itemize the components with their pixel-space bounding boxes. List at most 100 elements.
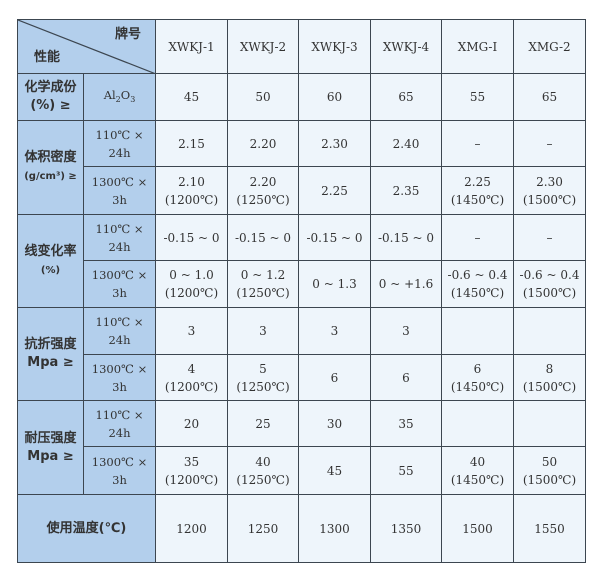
cell: 0 ~ 1.0 (1200℃): [155, 260, 228, 308]
cell: 45: [298, 446, 371, 495]
compressive-condition: 110℃ × 24h: [83, 400, 156, 447]
cell: 4 (1200℃): [155, 354, 228, 401]
cell: 2.40: [370, 120, 442, 167]
grade-column-header: XMG-2: [513, 19, 586, 74]
linear-condition: 110℃ × 24h: [83, 214, 156, 261]
cell: 20: [155, 400, 228, 447]
cell: 50 (1500℃): [513, 446, 586, 495]
cell: 45: [155, 73, 228, 121]
cell: -0.15 ~ 0: [298, 214, 371, 261]
grade-header: 牌号: [114, 27, 141, 42]
usetemp-label: 使用温度(℃): [17, 494, 156, 563]
cell: 1300: [298, 494, 371, 563]
cell: 40 (1450℃): [441, 446, 514, 495]
cell: 3: [155, 307, 228, 355]
linear-label: 线变化率 (%): [17, 214, 84, 308]
cell: [441, 307, 514, 355]
properties-table: 牌号 性能 XWKJ-1 XWKJ-2 XWKJ-3 XWKJ-4 XMG-Ⅰ …: [17, 19, 586, 563]
cell: [441, 400, 514, 447]
cell: 1250: [227, 494, 299, 563]
density-label: 体积密度 (g/cm³) ≥: [17, 120, 84, 215]
cell: 35: [370, 400, 442, 447]
cell: 55: [370, 446, 442, 495]
temp-note: (1500℃): [522, 472, 577, 487]
temp-note: (1450℃): [450, 472, 505, 487]
temp-note: (1200℃): [164, 379, 219, 394]
temp-note: (1250℃): [236, 192, 290, 207]
table-row: 使用温度(℃) 1200 1250 1300 1350 1500 1550: [17, 494, 586, 563]
grade-column-header: XWKJ-2: [227, 19, 299, 74]
cell: [513, 400, 586, 447]
cell: 3: [298, 307, 371, 355]
temp-note: (1200℃): [164, 472, 219, 487]
table-row: 1300℃ × 3h 35 (1200℃) 40 (1250℃) 45 55 40 (1450℃…: [18, 446, 586, 495]
cell: 6: [298, 354, 371, 401]
cell: –: [513, 120, 586, 167]
cell: 35 (1200℃): [155, 446, 228, 495]
cell: 2.35: [370, 166, 442, 215]
cell: 2.15: [155, 120, 228, 167]
cell: 25: [227, 400, 299, 447]
temp-note: (1450℃): [450, 379, 505, 394]
cell: 1350: [370, 494, 442, 563]
density-condition: 1300℃ × 3h: [83, 166, 156, 215]
temp-note: (1450℃): [450, 286, 505, 300]
cell: 2.25: [298, 166, 371, 215]
cell: 8 (1500℃): [513, 354, 586, 401]
cell: 3: [227, 307, 299, 355]
chem-label: 化学成份 (%) ≥: [17, 73, 84, 121]
grade-column-header: XMG-Ⅰ: [441, 19, 514, 74]
compressive-condition: 1300℃ × 3h: [83, 446, 156, 495]
cell: 65: [370, 73, 442, 121]
cell: -0.15 ~ 0: [370, 214, 442, 261]
cell: –: [441, 214, 514, 261]
cell: 65: [513, 73, 586, 121]
cell: 2.30 (1500℃): [513, 166, 586, 215]
flexural-condition: 1300℃ × 3h: [83, 354, 156, 401]
cell: 2.10 (1200℃): [155, 166, 228, 215]
temp-note: (1500℃): [522, 379, 577, 394]
cell: 55: [441, 73, 514, 121]
flexural-condition: 110℃ × 24h: [83, 307, 156, 355]
temp-note: (1450℃): [450, 192, 505, 207]
cell: 2.20: [227, 120, 299, 167]
cell: –: [441, 120, 514, 167]
table-row: 线变化率 (%) 110℃ × 24h -0.15 ~ 0 -0.15 ~ 0 -0.15…: [17, 214, 586, 308]
temp-note: (1250℃): [236, 472, 290, 487]
grade-column-header: XWKJ-3: [298, 19, 371, 74]
linear-condition: 1300℃ × 3h: [83, 260, 156, 308]
cell: -0.6 ~ 0.4 (1450℃): [441, 260, 514, 308]
density-condition: 110℃ × 24h: [83, 120, 156, 167]
table-row: 1300℃ × 3h 4 (1200℃) 5 (1250℃) 6 6 6 (1450℃) 8 (15…: [18, 354, 586, 401]
cell: 2.20 (1250℃): [227, 166, 299, 215]
cell: 50: [227, 73, 299, 121]
grade-column-header: XWKJ-4: [370, 19, 442, 74]
table-row: 1300℃ × 3h 0 ~ 1.0 (1200℃) 0 ~ 1.2 (1250℃) 0 …: [18, 260, 586, 308]
table-row: 体积密度 (g/cm³) ≥110℃ × 24h 2.15 2.20 2.30 2.40–…: [17, 120, 586, 215]
cell: 60: [298, 73, 371, 121]
temp-note: (1500℃): [522, 192, 577, 207]
cell: 2.25 (1450℃): [441, 166, 514, 215]
cell: 1550: [513, 494, 586, 563]
cell: 6: [370, 354, 442, 401]
cell: -0.15 ~ 0: [155, 214, 228, 261]
cell: 0 ~ 1.2 (1250℃): [227, 260, 299, 308]
cell: -0.15 ~ 0: [227, 214, 299, 261]
grade-column-header: XWKJ-1: [155, 19, 228, 74]
cell: -0.6 ~ 0.4 (1500℃): [513, 260, 586, 308]
temp-note: (1250℃): [236, 379, 290, 394]
table-row: 化学成份 (%) ≥ Al2O3 45 50 60 65 55 65: [17, 73, 586, 121]
temp-note: (1250℃): [236, 286, 290, 300]
cell: 1200: [155, 494, 228, 563]
table-row: 1300℃ × 3h 2.10 (1200℃) 2.20 (1250℃) 2.25 2.35…: [18, 166, 586, 215]
table-row: 耐压强度 Mpa ≥110℃ × 24h 20 25 30 35: [17, 400, 586, 495]
temp-note: (1200℃): [164, 192, 219, 207]
cell: 40 (1250℃): [227, 446, 299, 495]
cell: 0 ~ 1.3: [298, 260, 371, 308]
cell: 6 (1450℃): [441, 354, 514, 401]
chem-condition: Al2O3: [83, 73, 156, 121]
flexural-label: 抗折强度 Mpa ≥: [17, 307, 84, 401]
diagonal-line: [18, 20, 156, 74]
cell: 5 (1250℃): [227, 354, 299, 401]
cell: [513, 307, 586, 355]
